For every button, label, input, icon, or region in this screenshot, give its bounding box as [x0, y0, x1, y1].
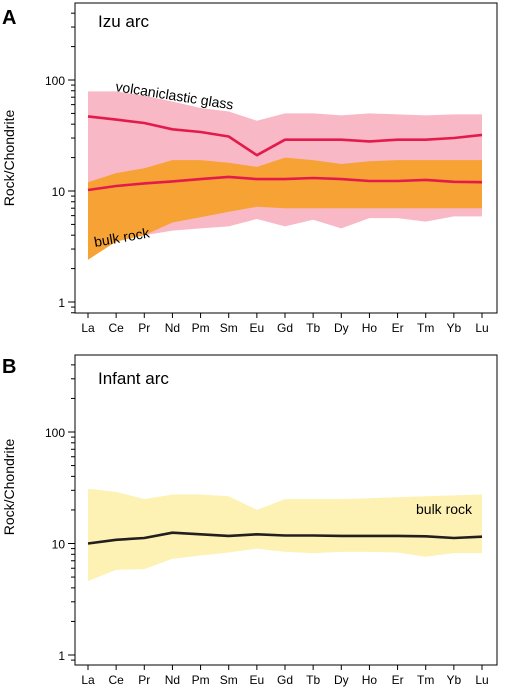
panel-a-letter: A — [2, 7, 16, 29]
panel-a-ytick-label: 100 — [45, 74, 65, 88]
panel-a-xtick-label-ce: Ce — [108, 321, 124, 335]
panel-a: A 1 10 100 La Ce Pr Nd Pm Sm Eu Gd Tb Dy Ho Er Tm Yb Lu I… — [1, 2, 498, 335]
panel-a-xtick-label-pm: Pm — [192, 321, 210, 335]
panel-b-lines — [87, 531, 483, 545]
panel-b-xtick-label-nd: Nd — [165, 673, 180, 687]
panel-b-xtick-label-tm: Tm — [417, 673, 434, 687]
panel-b-title: Infant arc — [98, 369, 169, 388]
panel-b-xtick-label-ce: Ce — [108, 673, 124, 687]
panel-b-annotation-bulk: bulk rock — [416, 501, 473, 517]
panel-a-band-2 — [88, 157, 482, 260]
panel-b-xtick-label-eu: Eu — [250, 673, 265, 687]
panel-a-xtick-label-dy: Dy — [334, 321, 349, 335]
panel-a-xtick-label-tb: Tb — [306, 321, 320, 335]
panel-b-xtick-label-er: Er — [392, 673, 404, 687]
panel-b-ylabel: Rock/Chondrite — [1, 439, 17, 536]
panel-a-xtick-label-pr: Pr — [138, 321, 150, 335]
panel-a-ytick-label: 1 — [58, 296, 65, 310]
panel-a-series-line-2 — [87, 175, 483, 192]
panel-a-ytick-label: 10 — [52, 185, 66, 199]
panel-b-series-line-1 — [87, 531, 483, 545]
panel-b-ytick-label: 100 — [45, 426, 65, 440]
panel-b-xtick-label-dy: Dy — [334, 673, 349, 687]
panel-b-letter: B — [2, 356, 16, 378]
panel-a-xtick-label-er: Er — [392, 321, 404, 335]
panel-b-ytick-label: 10 — [52, 538, 66, 552]
panel-b-xtick-label-yb: Yb — [447, 673, 462, 687]
panel-b: B 1 10 100 La Ce Pr Nd Pm Sm Eu Gd Tb Dy Ho Er Tm Yb Lu I… — [1, 354, 498, 687]
panel-a-series-line-1 — [87, 115, 483, 157]
panel-b-xtick-label-sm: Sm — [220, 673, 238, 687]
panel-a-xtick-label-sm: Sm — [220, 321, 238, 335]
panel-a-xtick-label-lu: Lu — [475, 321, 488, 335]
panel-a-xtick-label-tm: Tm — [417, 321, 434, 335]
panel-a-xtick-label-nd: Nd — [165, 321, 180, 335]
panel-b-xtick-label-lu: Lu — [475, 673, 488, 687]
panel-a-title: Izu arc — [98, 12, 150, 31]
panel-a-xtick-label-yb: Yb — [447, 321, 462, 335]
panel-b-ytick-label: 1 — [58, 649, 65, 663]
panel-b-xtick-label-pm: Pm — [192, 673, 210, 687]
panel-b-xtick-label-pr: Pr — [138, 673, 150, 687]
panel-a-xtick-label-eu: Eu — [250, 321, 265, 335]
panel-a-lines — [87, 115, 483, 192]
panel-a-xtick-label-la: La — [81, 321, 95, 335]
panel-b-xtick-label-gd: Gd — [277, 673, 293, 687]
panel-b-xtick-label-ho: Ho — [362, 673, 378, 687]
panel-a-ylabel: Rock/Chondrite — [1, 110, 17, 207]
panel-b-xtick-label-la: La — [81, 673, 95, 687]
panel-a-xtick-label-ho: Ho — [362, 321, 378, 335]
panel-a-axes: 1 10 100 La Ce Pr Nd Pm Sm Eu Gd Tb Dy Ho Er Tm Yb Lu — [45, 12, 489, 335]
panel-a-xtick-label-gd: Gd — [277, 321, 293, 335]
panel-b-xtick-label-tb: Tb — [306, 673, 320, 687]
panel-b-axes: 1 10 100 La Ce Pr Nd Pm Sm Eu Gd Tb Dy Ho Er Tm Yb Lu — [45, 364, 489, 687]
